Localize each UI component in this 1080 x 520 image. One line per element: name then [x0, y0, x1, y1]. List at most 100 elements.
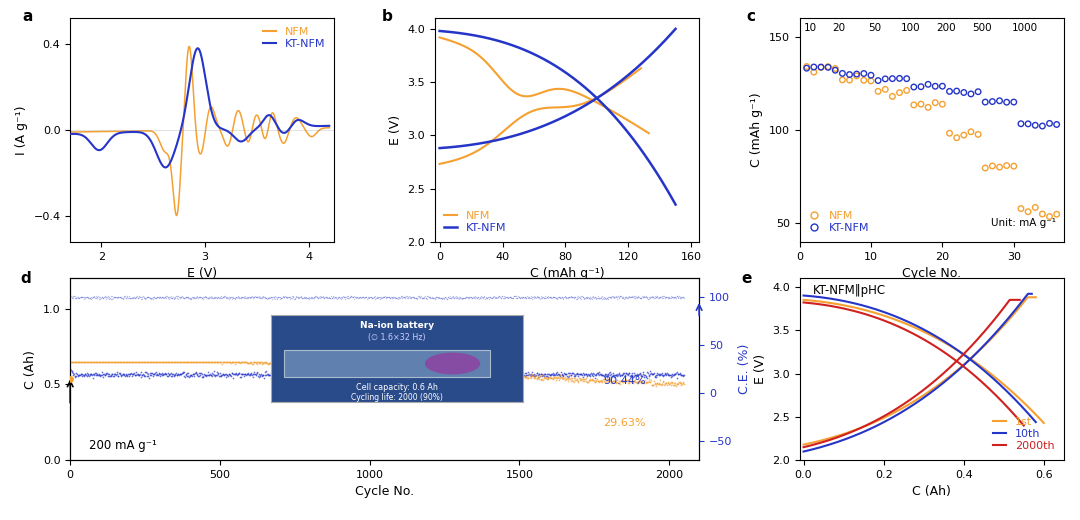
Point: [171, 370, 188, 378]
Point: [431, 293, 448, 301]
Point: [171, 370, 188, 379]
Point: [471, 295, 488, 303]
Point: [672, 379, 689, 387]
Point: [549, 368, 566, 376]
Point: [298, 361, 315, 369]
Point: [83, 370, 100, 378]
Point: [157, 357, 174, 366]
Point: [661, 379, 678, 387]
Point: [291, 369, 308, 378]
Point: [511, 293, 528, 302]
Point: [423, 371, 441, 380]
Point: [441, 370, 458, 379]
Point: [447, 371, 464, 379]
Point: [571, 293, 589, 302]
Point: [593, 371, 610, 380]
Point: [609, 372, 626, 380]
Point: [140, 294, 158, 302]
Point: [609, 376, 626, 384]
Point: [462, 293, 480, 301]
Point: [195, 370, 213, 378]
Point: [518, 374, 536, 382]
Point: [301, 362, 319, 371]
Point: [408, 369, 426, 378]
Point: [606, 371, 623, 379]
Point: [114, 357, 132, 366]
Point: [619, 293, 636, 302]
Point: [254, 359, 271, 367]
Point: [149, 357, 166, 366]
Point: [191, 371, 208, 379]
Point: [645, 293, 662, 302]
Point: [449, 371, 467, 379]
Point: [600, 368, 618, 376]
Point: [252, 372, 269, 380]
Point: [448, 369, 465, 377]
Point: [378, 367, 395, 375]
Point: [459, 292, 476, 301]
Point: [524, 371, 541, 380]
Point: [544, 293, 562, 302]
Point: [579, 378, 596, 386]
Point: [287, 292, 305, 301]
Point: [635, 372, 652, 381]
Point: [582, 372, 599, 380]
Point: [592, 376, 609, 385]
Point: [566, 372, 583, 380]
Point: [489, 368, 507, 376]
Point: [516, 369, 534, 377]
Point: [555, 369, 572, 377]
Point: [541, 371, 558, 379]
Point: [645, 369, 662, 378]
Point: [122, 293, 139, 302]
Point: [642, 293, 659, 301]
Point: [590, 370, 607, 379]
Point: [165, 372, 183, 381]
Point: [153, 293, 171, 302]
Point: [202, 292, 219, 301]
Point: [138, 372, 156, 381]
Point: [562, 371, 579, 379]
Point: [524, 371, 541, 380]
Point: [78, 357, 95, 366]
Point: [302, 371, 320, 379]
Point: [381, 366, 399, 374]
Point: [178, 293, 195, 301]
Point: [570, 373, 588, 382]
Point: [200, 294, 217, 302]
Point: [595, 372, 612, 381]
Point: [617, 293, 634, 301]
Point: [82, 292, 99, 301]
Point: [602, 375, 619, 383]
Point: [532, 369, 550, 378]
Point: [431, 370, 448, 379]
Point: [653, 369, 671, 378]
Point: [199, 357, 216, 366]
Point: [1005, 162, 1023, 170]
Point: [378, 294, 395, 302]
Point: [348, 363, 365, 372]
Point: [253, 294, 270, 302]
Point: [143, 294, 160, 303]
Point: [246, 357, 264, 366]
Point: [647, 371, 664, 380]
Point: [634, 293, 651, 302]
Point: [597, 375, 615, 383]
Point: [848, 72, 865, 80]
Point: [573, 292, 591, 301]
Point: [435, 370, 453, 379]
Point: [369, 293, 387, 302]
Point: [205, 371, 222, 379]
Point: [184, 293, 201, 301]
Point: [438, 371, 456, 380]
Point: [303, 369, 321, 377]
Point: [436, 293, 454, 302]
Point: [862, 77, 879, 85]
Point: [78, 371, 95, 380]
Point: [63, 293, 80, 302]
Point: [370, 293, 388, 301]
Point: [307, 370, 324, 379]
Point: [68, 357, 85, 366]
Point: [588, 371, 605, 379]
Point: [483, 369, 500, 378]
